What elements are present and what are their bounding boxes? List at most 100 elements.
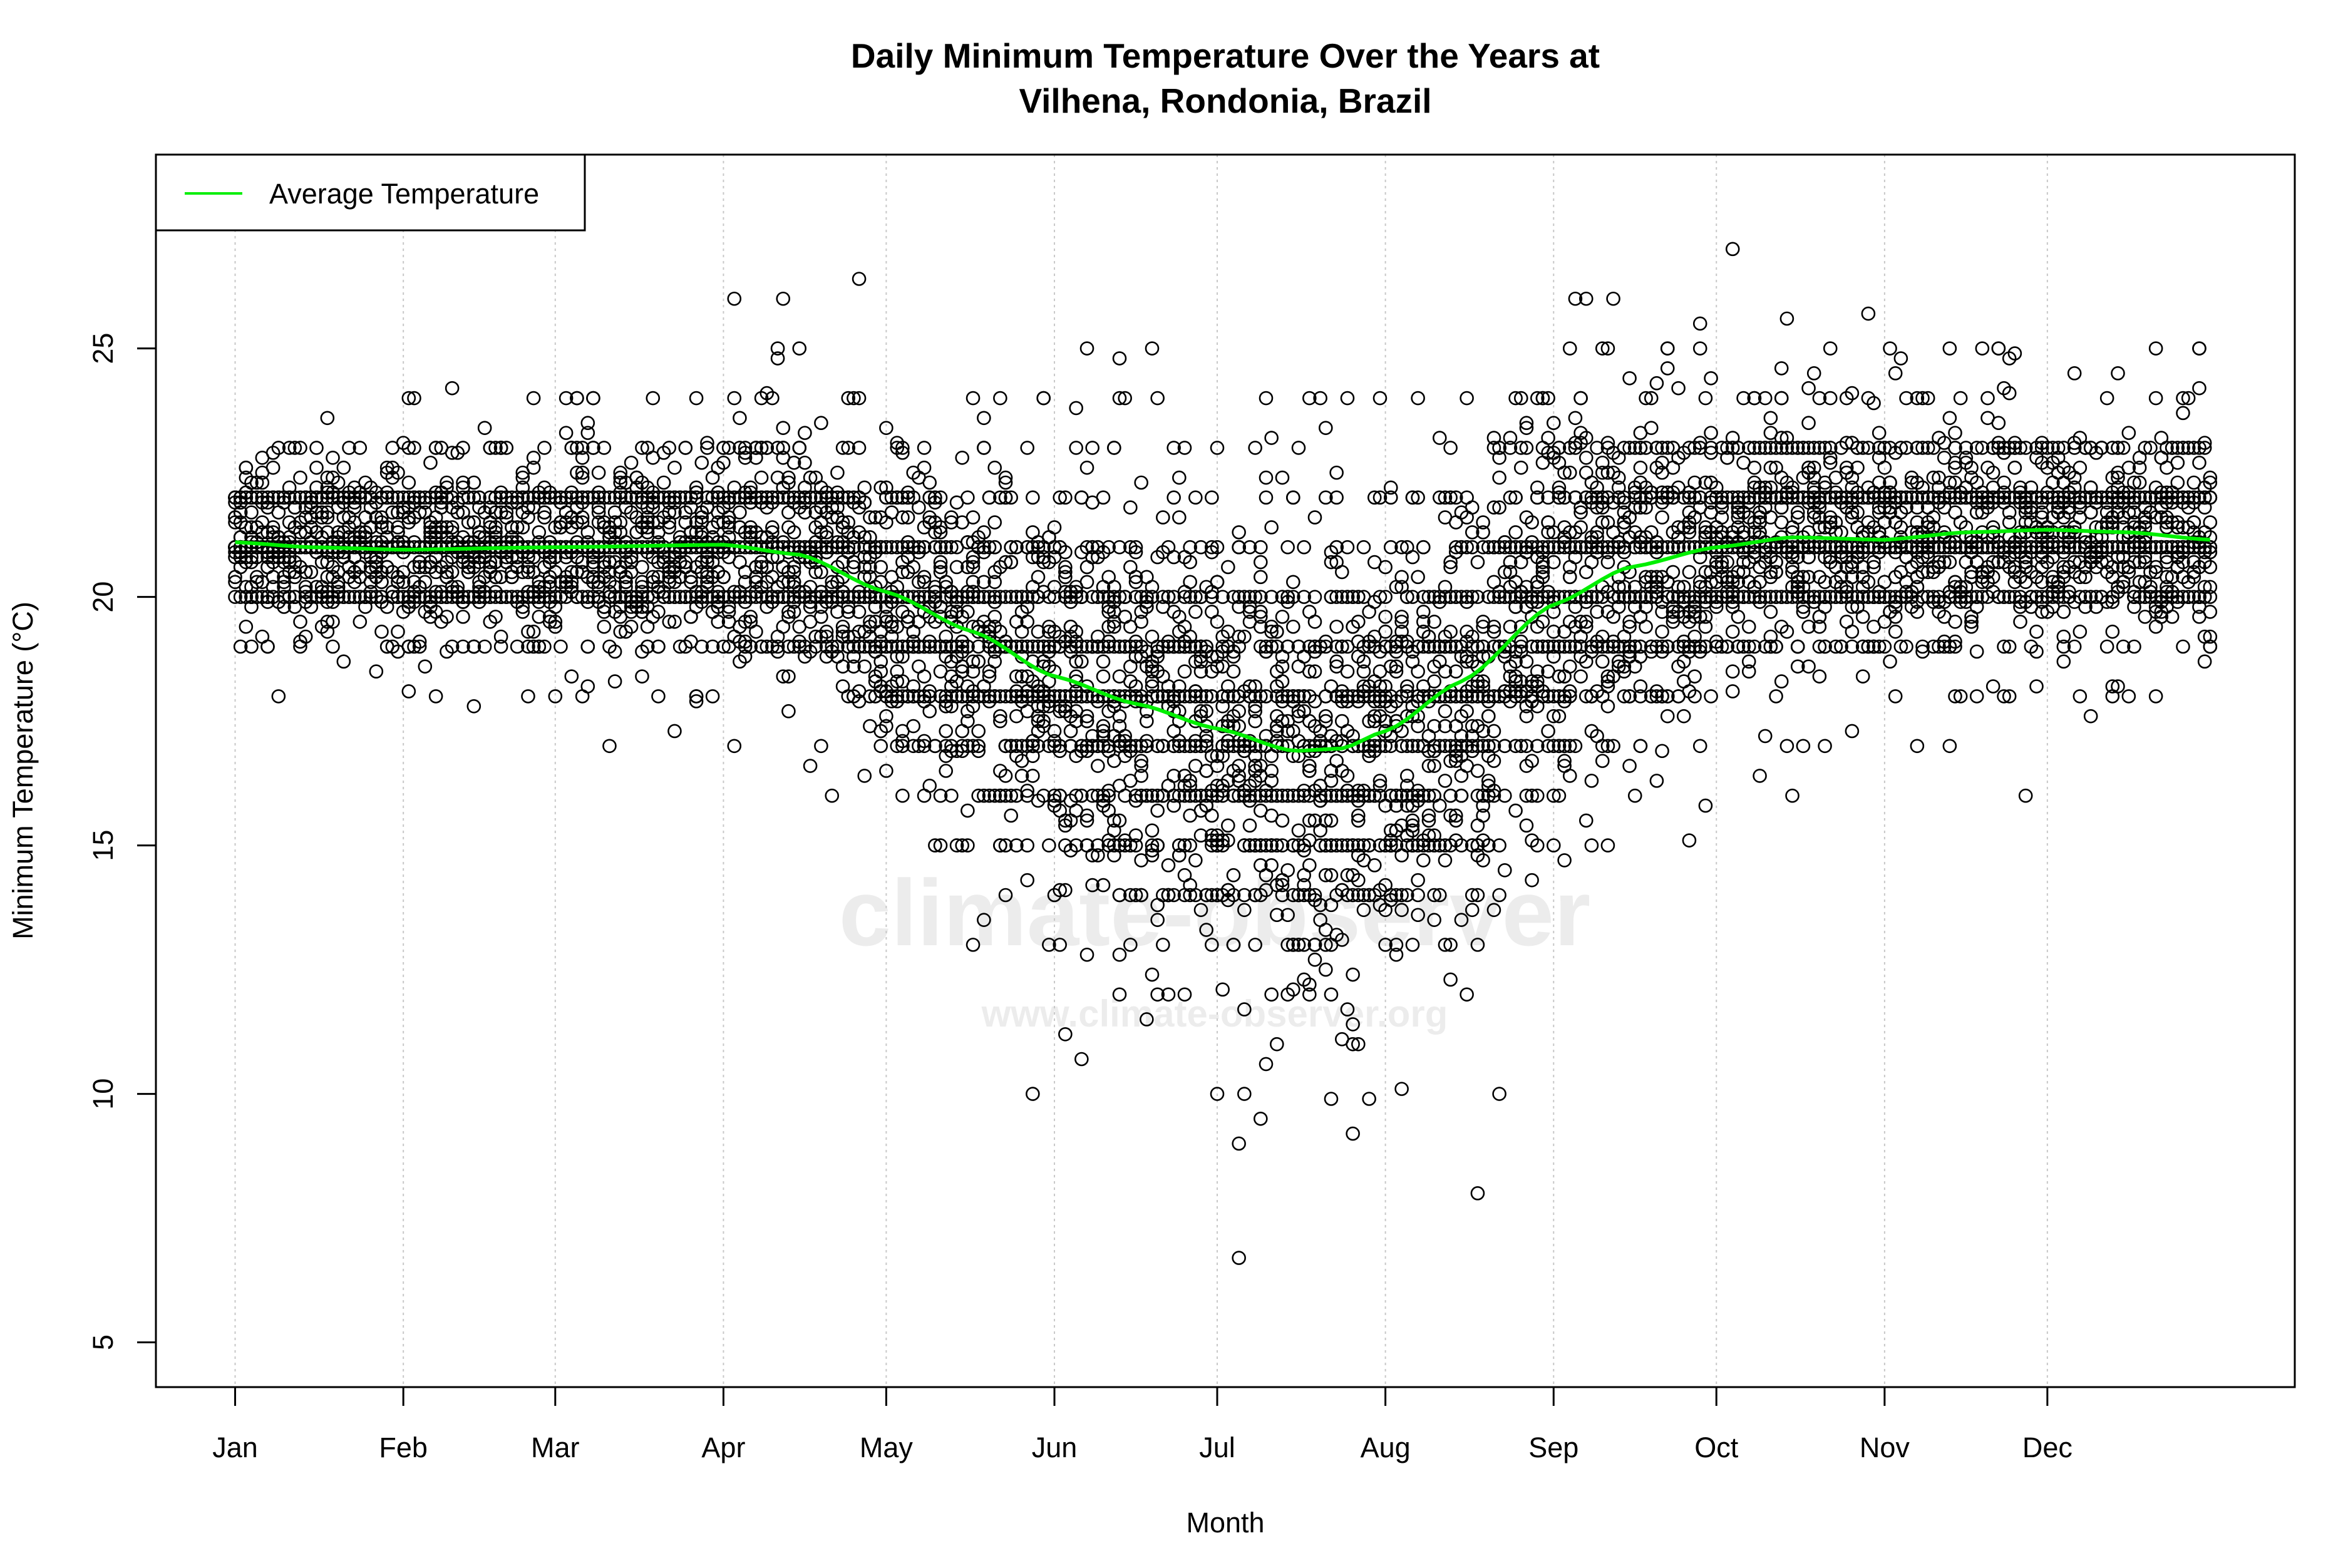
observation-point (554, 640, 567, 653)
observation-point (690, 392, 703, 404)
observation-point (989, 461, 1001, 474)
observation-point (1563, 660, 1576, 673)
observation-point (1542, 725, 1555, 737)
observation-point (896, 789, 909, 802)
observation-point (267, 461, 279, 474)
observation-point (1260, 1058, 1272, 1070)
observation-point (826, 789, 838, 802)
observation-point (1135, 476, 1148, 489)
observation-point (311, 441, 323, 454)
observation-point (1265, 432, 1278, 444)
observation-point (1575, 670, 1587, 683)
observation-point (940, 725, 952, 737)
observation-point (1276, 814, 1289, 827)
observation-point (1363, 1093, 1376, 1105)
observation-point (1515, 461, 1527, 474)
observation-point (1510, 526, 1522, 538)
observation-point (1374, 392, 1386, 404)
observation-point (977, 441, 990, 454)
observation-point (1254, 1112, 1267, 1125)
observation-point (262, 640, 274, 653)
observation-point (327, 451, 339, 464)
observation-point (478, 422, 491, 434)
observation-point (924, 705, 936, 717)
observation-point (1428, 675, 1441, 688)
observation-point (1205, 491, 1218, 504)
observation-point (728, 392, 741, 404)
observation-point (1287, 491, 1299, 504)
observation-point (1254, 571, 1267, 583)
observation-point (1005, 809, 1017, 822)
observation-point (961, 491, 974, 504)
observation-point (1493, 471, 1506, 484)
observation-point (311, 461, 323, 474)
observation-point (1510, 804, 1522, 817)
observation-point (636, 670, 648, 683)
observation-point (1168, 491, 1180, 504)
observation-point (1433, 432, 1446, 444)
observation-point (1270, 1038, 1283, 1050)
observation-point (1341, 392, 1354, 404)
observation-point (1396, 1083, 1408, 1095)
observation-point (1563, 342, 1576, 355)
observation-point (918, 670, 930, 683)
observation-point (1244, 819, 1256, 832)
observation-point (733, 506, 746, 519)
observation-point (424, 456, 436, 469)
observation-point (294, 471, 307, 484)
observation-point (1081, 461, 1093, 474)
observation-point (636, 561, 648, 573)
observation-point (582, 640, 594, 653)
observation-point (1319, 963, 1332, 976)
observation-point (782, 705, 795, 717)
observation-point (1189, 491, 1202, 504)
observation-points (229, 243, 2217, 1264)
observation-point (696, 456, 708, 469)
observation-point (468, 700, 480, 712)
observation-point (924, 779, 936, 792)
observation-point (1331, 620, 1343, 633)
observation-point (798, 427, 811, 439)
observation-point (815, 740, 827, 752)
observation-point (972, 725, 985, 737)
observation-point (1461, 392, 1473, 404)
observation-point (749, 625, 762, 638)
observation-point (755, 471, 768, 484)
observation-point (668, 725, 681, 737)
observation-point (1493, 1088, 1506, 1100)
observation-point (1249, 441, 1262, 454)
observation-point (1412, 665, 1424, 678)
observation-point (527, 392, 540, 404)
observation-point (1091, 760, 1104, 772)
observation-point (1086, 441, 1099, 454)
observation-point (1575, 392, 1587, 404)
observation-point (603, 740, 615, 752)
observation-point (1357, 541, 1370, 553)
observation-point (1287, 576, 1299, 588)
observation-point (538, 441, 550, 454)
observation-point (1043, 839, 1055, 852)
observation-point (652, 690, 664, 702)
observation-point (1075, 1053, 1088, 1065)
observation-point (337, 461, 350, 474)
observation-point (1205, 809, 1218, 822)
observation-point (1569, 412, 1582, 424)
observation-point (1189, 605, 1202, 618)
observation-point (1298, 541, 1310, 553)
observation-point (565, 670, 578, 683)
observation-point (668, 461, 681, 474)
observation-point (1238, 1088, 1250, 1100)
observation-point (1287, 620, 1299, 633)
observation-point (912, 501, 925, 514)
observation-point (1347, 1127, 1359, 1140)
observation-point (1406, 551, 1419, 563)
observation-point (1482, 710, 1495, 722)
observation-point (1471, 556, 1484, 568)
observation-point (1341, 665, 1354, 678)
observation-point (1173, 511, 1185, 524)
observation-point (1265, 521, 1278, 533)
observation-point (1233, 1252, 1245, 1264)
observation-point (272, 690, 285, 702)
observation-point (1254, 556, 1267, 568)
